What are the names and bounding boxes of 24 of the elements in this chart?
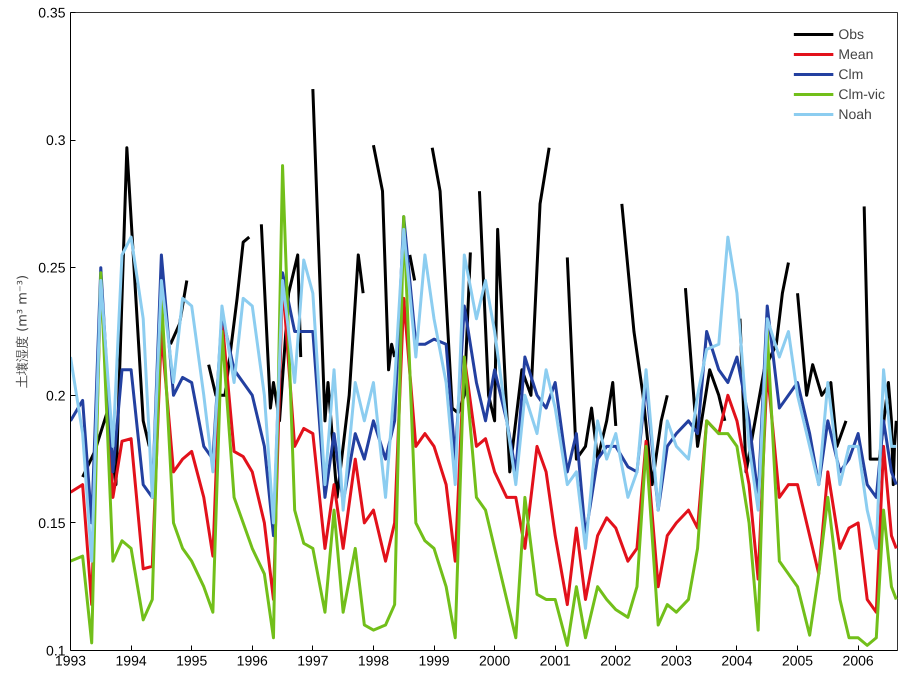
y-tick-label: 0.3 — [46, 132, 66, 148]
x-tick-label: 1996 — [236, 652, 268, 668]
x-tick-label: 1994 — [116, 652, 147, 668]
x-tick-label: 2001 — [540, 652, 571, 668]
x-tick-label: 2004 — [721, 652, 753, 668]
x-tick-label: 2000 — [479, 652, 510, 668]
x-tick-label: 1995 — [176, 652, 208, 668]
x-tick-label: 2002 — [600, 652, 632, 668]
legend-label: Mean — [838, 46, 874, 62]
x-tick-label: 2005 — [782, 652, 814, 668]
x-tick-label: 1998 — [358, 652, 390, 668]
y-tick-label: 0.25 — [38, 260, 66, 276]
y-tick-label: 0.2 — [46, 387, 66, 404]
x-tick-label: 2006 — [842, 652, 874, 668]
legend-label: Obs — [838, 26, 864, 42]
x-tick-label: 2003 — [660, 652, 692, 668]
x-tick-label: 1999 — [418, 652, 450, 668]
y-tick-label: 0.35 — [38, 4, 66, 20]
legend-label: Clm — [838, 66, 864, 82]
y-tick-label: 0.15 — [38, 514, 66, 531]
legend-label: Clm-vic — [838, 86, 885, 102]
x-tick-label: 1997 — [297, 652, 329, 668]
y-axis-title: 土壤湿度 (m³ m⁻³) — [14, 274, 30, 388]
legend-label: Noah — [838, 106, 872, 122]
